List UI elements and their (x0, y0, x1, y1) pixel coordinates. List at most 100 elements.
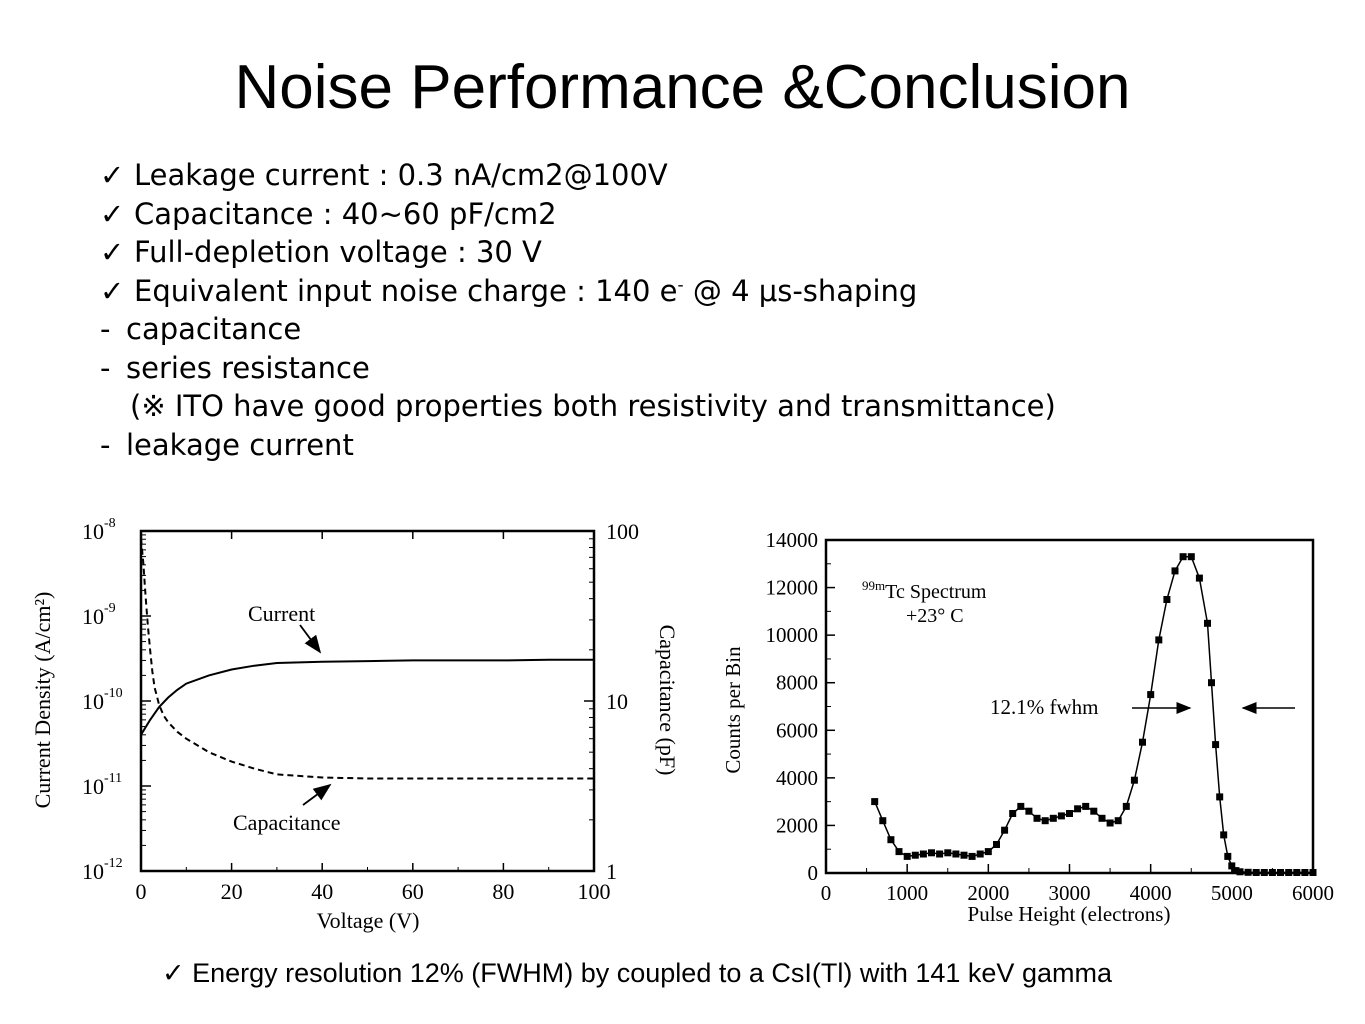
iv-x-tick-label: 80 (492, 879, 514, 904)
iv-y2-tick-label: 10 (606, 689, 628, 714)
iv-y-axis-label: Current Density (A/cm²) (30, 592, 55, 809)
check-icon: ✓ (100, 158, 125, 192)
spectrum-x-tick-label: 4000 (1130, 881, 1172, 905)
iv-x-tick-label: 20 (221, 879, 243, 904)
bullet-depletion: ✓ Full-depletion voltage : 30 V (100, 233, 1056, 272)
dash-marker: - (100, 427, 111, 462)
sub-ito-note: (※ ITO have good properties both resisti… (130, 389, 1056, 423)
spectrum-point (1293, 869, 1301, 876)
dash-marker: - (100, 312, 111, 346)
sub-series-resistance: - series resistance (100, 349, 1056, 388)
sub-capacitance: - capacitance (100, 310, 1056, 349)
iv-x-axis: 0 20 40 60 80 100 (136, 531, 611, 904)
spectrum-point (887, 836, 895, 844)
iv-y2-tick-label: 1 (606, 859, 617, 884)
spectrum-point (1204, 619, 1211, 627)
spectrum-point (1090, 807, 1098, 815)
spectrum-point (1179, 553, 1187, 561)
bullet-noise-charge: ✓ Equivalent input noise charge : 140 e- … (100, 272, 1056, 311)
spectrum-point (1106, 819, 1114, 827)
spectrum-point (1155, 636, 1163, 644)
spectrum-point (984, 848, 992, 856)
spectrum-point (952, 850, 960, 858)
spectrum-point (1017, 802, 1025, 810)
fwhm-annotation: 12.1% fwhm (990, 695, 1099, 719)
bullet-capacitance: ✓ Capacitance : 40~60 pF/cm2 (100, 195, 1056, 234)
spectrum-point (1244, 868, 1252, 876)
dash-marker: - (100, 350, 111, 385)
spectrum-point (968, 852, 976, 860)
spectrum-point (960, 851, 968, 859)
spectrum-point (1187, 553, 1195, 561)
spectrum-point (1208, 679, 1215, 687)
iv-x-tick-label: 60 (402, 879, 424, 904)
spectrum-point (976, 850, 984, 858)
spectrum-y-tick-label: 10000 (766, 623, 819, 647)
spectrum-point (1212, 741, 1220, 749)
iv-y2-axis-label: Capacitance (pF) (655, 625, 680, 776)
spectrum-point (1066, 810, 1073, 817)
iv-y-tick-label: 10-8 (82, 516, 116, 544)
spectrum-x-tick-label: 1000 (886, 881, 928, 905)
spectrum-point (1268, 869, 1276, 876)
spectrum-point (1041, 817, 1049, 825)
spectrum-x-tick-label: 2000 (967, 881, 1009, 905)
capacitance-arrow (302, 783, 332, 806)
iv-x-tick-label: 0 (136, 879, 147, 904)
spectrum-point (1171, 567, 1179, 575)
spectrum-y-tick-label: 8000 (776, 671, 818, 695)
spectrum-point (1236, 868, 1244, 876)
spectrum-x-axis: 0 1000 2000 3000 4000 5000 6000 (821, 864, 1334, 905)
spectrum-y-tick-label: 6000 (776, 718, 818, 742)
spectrum-point (1228, 862, 1236, 870)
spectrum-point (1122, 802, 1130, 810)
bullet-list: ✓ Leakage current : 0.3 nA/cm2@100V ✓ Capa… (100, 156, 1056, 464)
spectrum-x-tick-label: 5000 (1211, 881, 1253, 905)
check-icon: ✓ (100, 235, 125, 269)
spectrum-point (1220, 831, 1228, 839)
spectrum-y-tick-label: 14000 (766, 528, 819, 552)
current-arrow (299, 624, 322, 654)
footer-conclusion: ✓ Energy resolution 12% (FWHM) by couple… (162, 958, 1112, 988)
spectrum-points (871, 553, 1317, 876)
iv-plot-frame (139, 529, 596, 873)
iv-x-tick-label: 100 (578, 879, 611, 904)
iv-x-tick-label: 40 (311, 879, 333, 904)
spectrum-x-tick-label: 3000 (1049, 881, 1091, 905)
spectrum-y-axis: 0 2000 4000 6000 8000 10000 12000 14000 (766, 528, 835, 885)
iv-y-axis: 10-12 10-11 10-10 10-9 10-8 (82, 516, 151, 884)
spectrum-point (1147, 691, 1155, 699)
spectrum-point (1252, 869, 1260, 876)
spectrum-point (928, 849, 935, 857)
current-series-line (140, 658, 594, 736)
spectrum-point (1232, 867, 1240, 875)
spectrum-x-tick-label: 0 (821, 881, 832, 905)
iv-y-tick-label: 10-9 (82, 601, 116, 629)
spectrum-point (1130, 776, 1138, 784)
spectrum-point (936, 850, 944, 858)
spectrum-y-tick-label: 2000 (776, 813, 818, 837)
sub-leakage-current: - leakage current (100, 426, 1056, 465)
spectrum-point (1224, 852, 1232, 860)
spectrum-point (919, 850, 927, 858)
spectrum-point (1033, 814, 1041, 822)
current-annotation: Current (248, 601, 315, 626)
spectrum-title-line2: +23° C (906, 605, 964, 627)
spectrum-point (895, 848, 903, 856)
spectrum-x-tick-label: 6000 (1292, 881, 1334, 905)
spectrum-point (1098, 814, 1106, 822)
spectrum-point (1082, 802, 1090, 810)
capacitance-annotation: Capacitance (233, 810, 341, 835)
spectrum-point (1074, 805, 1082, 813)
spectrum-point (1139, 738, 1146, 746)
spectrum-chart: 0 1000 2000 3000 4000 5000 6000 0 2000 4000 6000 8… (721, 528, 1334, 926)
spectrum-y-axis-label: Counts per Bin (721, 646, 745, 774)
spectrum-point (1001, 826, 1009, 834)
spectrum-point (879, 817, 887, 825)
iv-y2-tick-label: 100 (606, 519, 639, 544)
spectrum-point (993, 841, 1000, 848)
spectrum-y-tick-label: 0 (808, 861, 819, 885)
spectrum-point (1114, 817, 1122, 825)
spectrum-point (911, 851, 919, 859)
